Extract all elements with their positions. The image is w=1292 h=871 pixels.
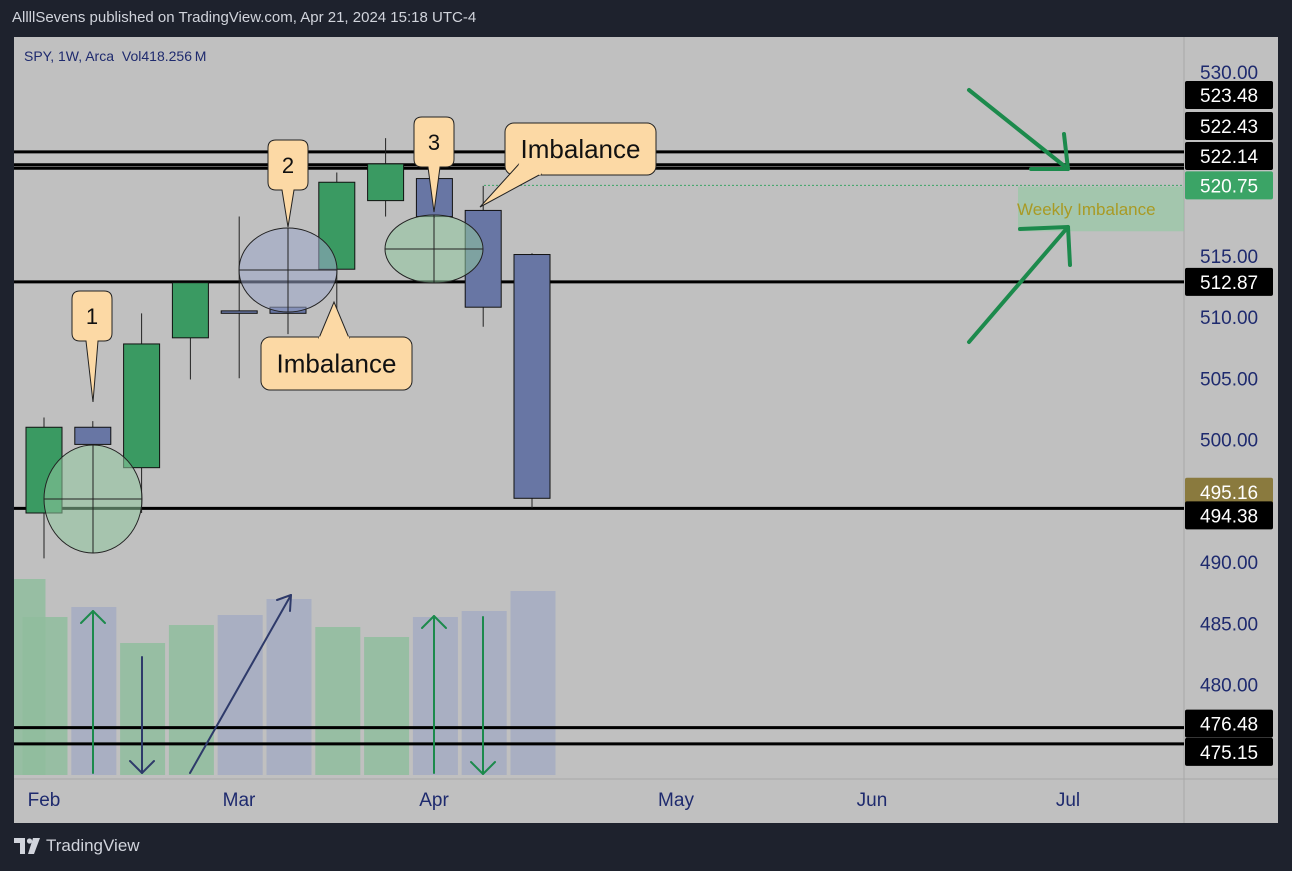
- volume-bar: [217, 615, 263, 775]
- candle-body: [220, 310, 258, 314]
- imbalance-label-a-pointer: [318, 300, 350, 339]
- callout-1-shape: [71, 290, 113, 403]
- price-tick-label: 510.00: [1200, 308, 1258, 329]
- price-label-box: [1185, 112, 1273, 140]
- price-label-text: 476.48: [1200, 715, 1258, 736]
- callout-3-shape: [413, 116, 455, 213]
- callout-3: 3: [413, 116, 455, 213]
- chart-legend: SPY, 1W, Arca Vol418.256 M: [24, 48, 210, 64]
- price-label-box: [1185, 171, 1273, 200]
- volume-bar: [364, 637, 410, 775]
- time-axis-label: Feb: [28, 790, 61, 811]
- candle-body: [123, 343, 161, 469]
- vol-arrow-4-head: [421, 615, 447, 629]
- price-label-text: 523.48: [1200, 86, 1258, 107]
- time-axis-label: Jul: [1056, 790, 1080, 811]
- callout-1-text: 1: [86, 304, 98, 329]
- arrow-down-right-shaft: [967, 88, 1070, 171]
- weekly-imbalance-label: Weekly Imbalance: [1017, 200, 1156, 219]
- imbalance-label-b-seam: [518, 162, 542, 176]
- price-tick-label: 485.00: [1200, 614, 1258, 635]
- arrow-up-right-head: [1018, 225, 1072, 267]
- price-label-text: 475.15: [1200, 743, 1258, 764]
- symbol-label: SPY, 1W, Arca: [24, 48, 115, 64]
- candle-body: [367, 163, 405, 202]
- price-label-text: 495.16: [1200, 483, 1258, 504]
- price-label-box: [1185, 81, 1273, 109]
- footer: TradingView: [14, 836, 140, 856]
- volume-bar: [412, 617, 458, 775]
- price-label-text: 512.87: [1200, 273, 1258, 294]
- vol-arrow-3-shaft: [189, 594, 292, 774]
- candle-body: [74, 426, 112, 445]
- callout-2-text: 2: [282, 153, 294, 178]
- time-axis-label: May: [658, 790, 694, 811]
- weekly-imbalance-zone: [1018, 186, 1184, 232]
- price-label-box: [1185, 501, 1273, 530]
- price-tick-label: 530.00: [1200, 63, 1258, 84]
- arrow-up-right-shaft: [967, 225, 1070, 344]
- volume-bar: [266, 599, 312, 775]
- imbalance-label-a-text: Imbalance: [277, 349, 397, 379]
- price-label-box: [1185, 142, 1273, 170]
- price-label-text: 522.43: [1200, 117, 1258, 138]
- imbalance-label-b-shape: [504, 122, 657, 176]
- chart-panel[interactable]: Weekly Imbalance 1 2 3 Imbalance Imbalance 530…: [14, 37, 1278, 823]
- price-label-box: [1185, 267, 1273, 296]
- price-tick-label: 505.00: [1200, 369, 1258, 390]
- volume-label: Vol418.256 M: [121, 48, 207, 64]
- brand-name[interactable]: TradingView: [46, 836, 140, 855]
- imbalance-label-b: Imbalance: [479, 122, 657, 208]
- volume-bar: [510, 591, 556, 775]
- callout-2: 2: [267, 139, 309, 228]
- candle-body: [513, 254, 551, 499]
- callout-3-text: 3: [428, 130, 440, 155]
- arrow-down-right-head: [1029, 132, 1070, 171]
- callout-1: 1: [71, 290, 113, 403]
- volume-bar: [22, 617, 68, 775]
- vol-arrow-3-head: [276, 594, 292, 612]
- time-axis-label: Apr: [419, 790, 449, 811]
- price-label-text: 522.14: [1200, 147, 1259, 168]
- price-label-box: [1185, 709, 1273, 738]
- chart-canvas[interactable]: Weekly Imbalance 1 2 3 Imbalance Imbalance 530…: [14, 37, 1278, 823]
- time-axis-label: Jun: [857, 790, 888, 811]
- volume-bar: [168, 625, 214, 775]
- publish-line: AllllSevens published on TradingView.com…: [12, 9, 477, 26]
- callout-2-shape: [267, 139, 309, 228]
- price-label-box: [1185, 477, 1273, 506]
- candle-body: [171, 282, 209, 339]
- price-label-text: 494.38: [1200, 506, 1258, 527]
- vol-arrow-2-head: [129, 760, 155, 774]
- volume-bar: [461, 611, 507, 775]
- price-tick-label: 515.00: [1200, 247, 1258, 268]
- tradingview-logo-icon[interactable]: [14, 838, 40, 854]
- price-tick-label: 480.00: [1200, 676, 1258, 697]
- price-label-text: 520.75: [1200, 176, 1258, 197]
- price-label-box: [1185, 737, 1273, 766]
- time-axis-label: Mar: [223, 790, 256, 811]
- imbalance-label-a: Imbalance: [260, 300, 413, 391]
- price-tick-label: 500.00: [1200, 431, 1258, 452]
- vol-arrow-5-head: [470, 761, 496, 775]
- vol-arrow-1-head: [80, 610, 106, 624]
- imbalance-label-b-text: Imbalance: [521, 134, 641, 164]
- price-tick-label: 490.00: [1200, 553, 1258, 574]
- volume-bar: [315, 627, 361, 775]
